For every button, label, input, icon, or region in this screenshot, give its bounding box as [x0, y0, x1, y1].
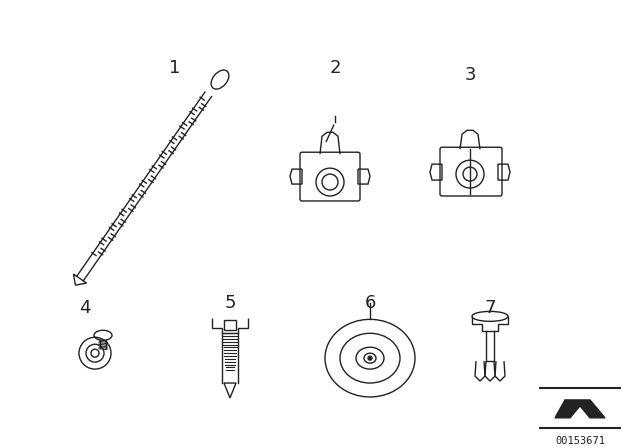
- Text: 5: 5: [224, 294, 236, 312]
- Text: 3: 3: [464, 65, 476, 84]
- Text: 00153671: 00153671: [555, 436, 605, 446]
- Text: 4: 4: [79, 299, 91, 318]
- Circle shape: [368, 356, 372, 360]
- Text: 1: 1: [170, 59, 180, 77]
- Text: 2: 2: [329, 59, 340, 77]
- Polygon shape: [555, 400, 605, 418]
- Text: 7: 7: [484, 299, 496, 318]
- Text: 6: 6: [364, 294, 376, 312]
